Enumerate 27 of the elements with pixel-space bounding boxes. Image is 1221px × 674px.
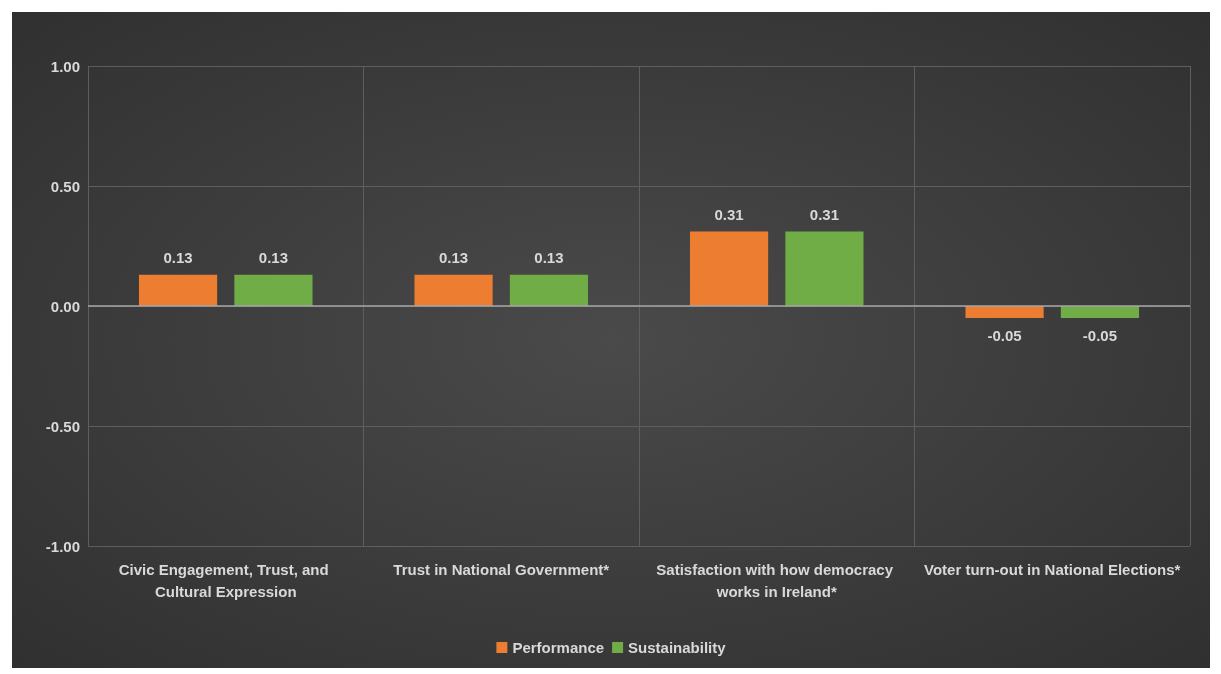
y-tick-label: -1.00 xyxy=(45,537,80,555)
data-label: -0.05 xyxy=(987,327,1022,344)
bar xyxy=(414,274,493,306)
y-tick-label: 0.50 xyxy=(50,177,80,195)
data-label: 0.31 xyxy=(809,205,840,223)
legend-label: Sustainability xyxy=(628,639,727,656)
y-tick-label: -0.50 xyxy=(45,417,80,435)
legend-label: Performance xyxy=(512,639,605,656)
bar xyxy=(1060,306,1140,318)
x-tick-label: Trust in National Government* xyxy=(393,560,610,578)
y-tick-label: 0.00 xyxy=(50,297,80,315)
data-label: 0.31 xyxy=(714,205,744,223)
bar xyxy=(689,231,769,306)
x-tick-label: Voter turn-out in National Elections* xyxy=(924,560,1181,578)
bar xyxy=(785,231,864,306)
data-label: 0.13 xyxy=(438,248,469,266)
bar xyxy=(509,274,589,306)
data-label: 0.13 xyxy=(534,248,564,266)
y-tick-label: 1.00 xyxy=(50,57,80,75)
bar xyxy=(138,274,218,306)
bar xyxy=(965,306,1044,318)
data-label: -0.05 xyxy=(1082,327,1118,344)
x-tick-label: Satisfaction with how democracy works in Ireland* xyxy=(656,560,898,600)
data-label: 0.13 xyxy=(258,248,289,266)
x-tick-label: Civic Engagement, Trust, and Cultural Expression xyxy=(118,560,333,600)
data-label: 0.13 xyxy=(163,248,193,266)
bar xyxy=(234,274,313,306)
